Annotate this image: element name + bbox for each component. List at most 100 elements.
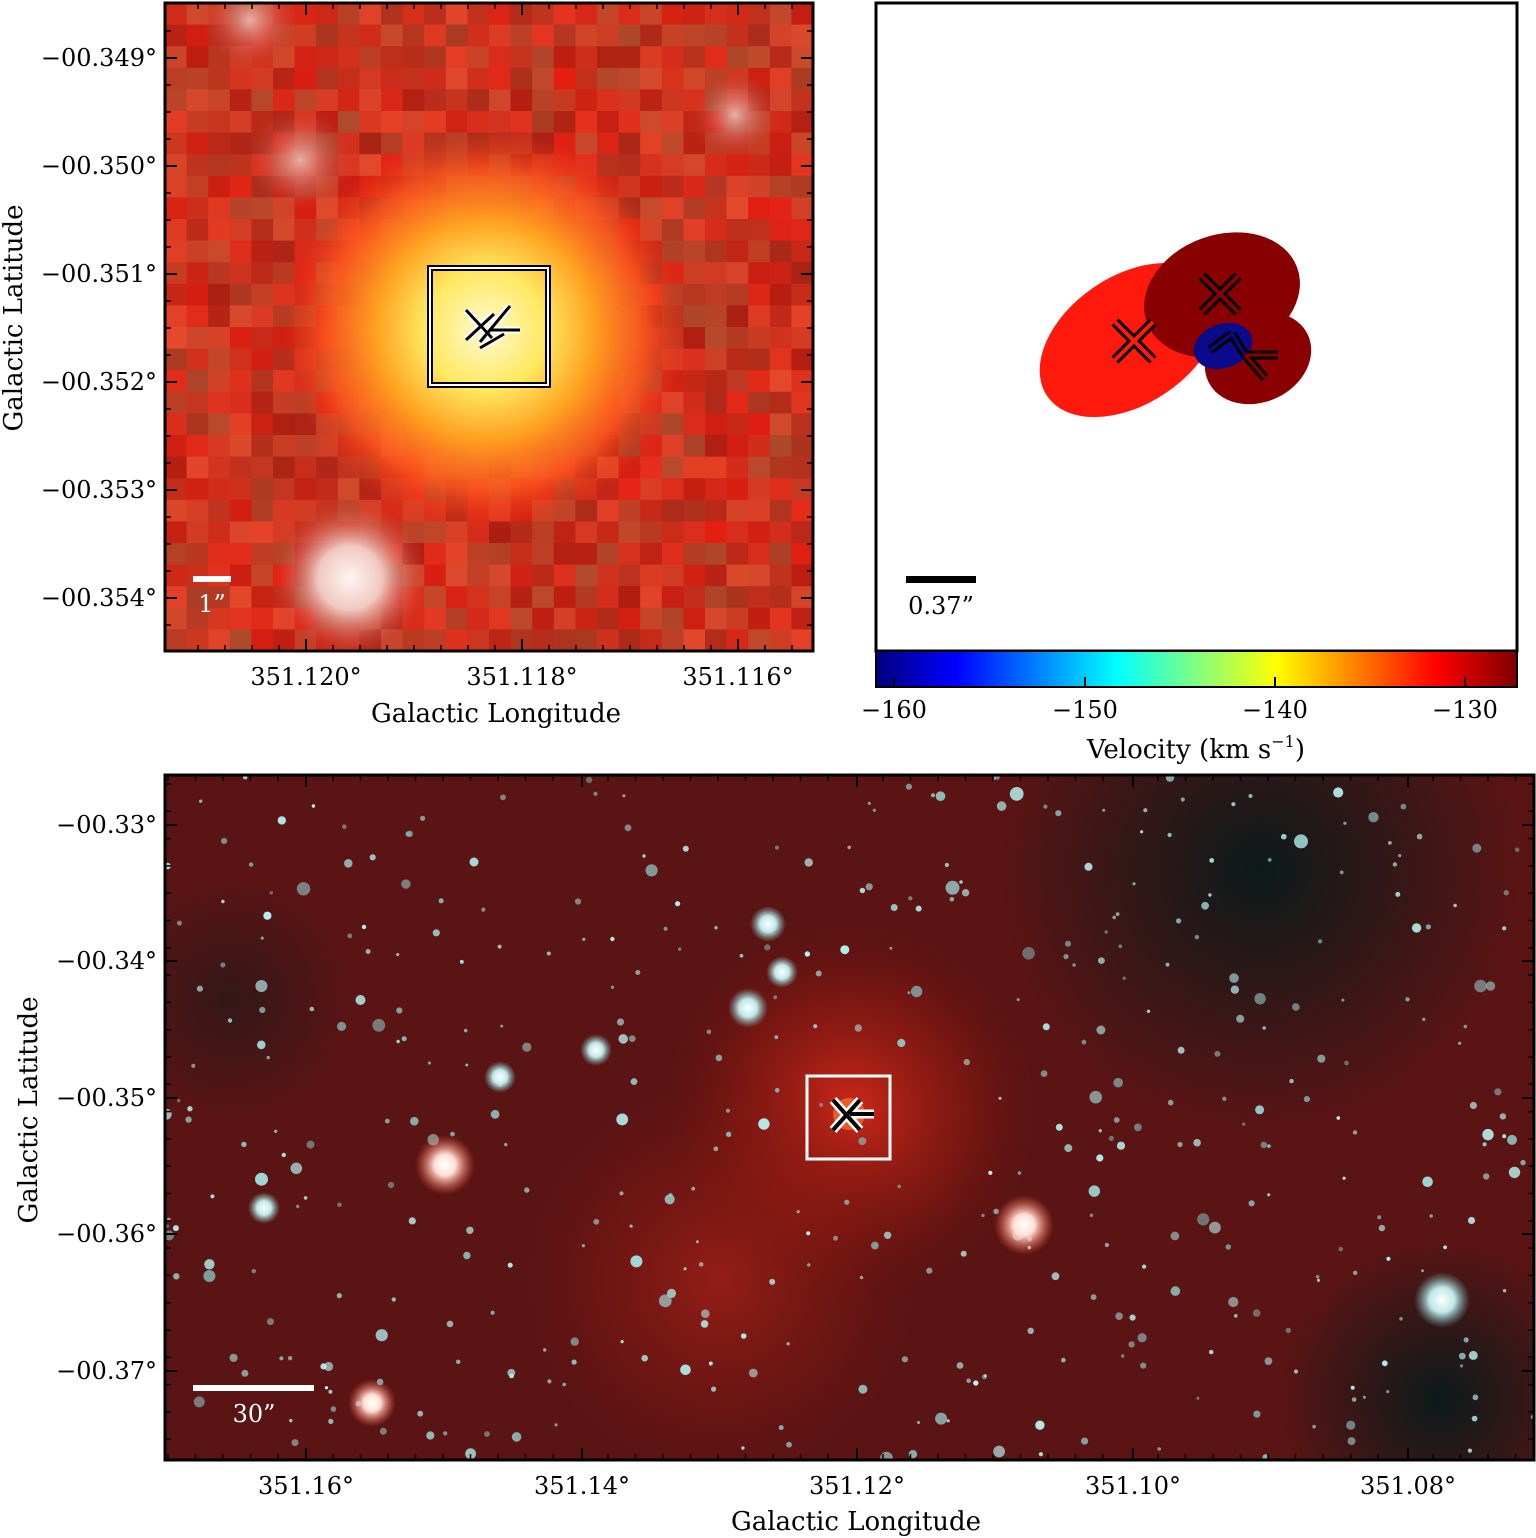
star: [1422, 1176, 1433, 1188]
star: [1303, 1096, 1310, 1103]
star: [1347, 1437, 1356, 1446]
star: [658, 1294, 672, 1308]
star: [241, 1369, 249, 1377]
x-tick-label: 351.14°: [534, 1472, 630, 1500]
pixel: [683, 478, 706, 501]
pixel: [359, 67, 382, 90]
star: [420, 815, 426, 821]
pixel: [316, 24, 339, 47]
star: [593, 1218, 600, 1225]
star: [251, 1268, 256, 1274]
pixel: [273, 370, 296, 393]
star: [616, 1113, 629, 1126]
pixel: [402, 67, 425, 90]
pixel: [229, 456, 252, 479]
pixel: [165, 24, 188, 47]
star: [269, 891, 273, 895]
star: [450, 1131, 455, 1137]
pixel: [683, 413, 706, 436]
pixel: [791, 283, 813, 306]
star: [365, 949, 371, 954]
pixel: [337, 46, 360, 69]
star: [713, 1146, 719, 1152]
y-tick-label: −00.351°: [41, 260, 157, 288]
pixel: [791, 456, 813, 479]
star: [220, 962, 226, 968]
star: [463, 1028, 468, 1033]
bottom-image: 30”: [165, 775, 1534, 1460]
pixel: [575, 46, 598, 69]
pixel: [208, 629, 231, 651]
pixel: [165, 305, 188, 328]
pixel: [229, 175, 252, 198]
pixel: [575, 564, 598, 587]
pixel: [359, 89, 382, 112]
pixel: [208, 370, 231, 393]
pixel: [316, 3, 339, 26]
pixel: [769, 391, 792, 414]
pixel: [489, 586, 512, 609]
star: [274, 1129, 278, 1134]
pixel: [229, 521, 252, 544]
star: [1336, 1116, 1341, 1120]
star: [774, 1087, 780, 1093]
pixel: [553, 521, 576, 544]
star: [1170, 1286, 1181, 1296]
star: [847, 845, 851, 850]
pixel: [705, 283, 728, 306]
star: [813, 1024, 818, 1029]
star: [916, 1420, 921, 1425]
star: [1084, 862, 1093, 871]
pixel: [445, 46, 468, 69]
star: [1255, 1105, 1265, 1115]
star: [1293, 1369, 1299, 1374]
star: [1469, 1101, 1477, 1110]
pixel: [186, 607, 209, 630]
pixel: [359, 46, 382, 69]
pixel: [769, 197, 792, 220]
scalebar-label: 1”: [198, 590, 226, 618]
scalebar: [193, 576, 231, 582]
pixel: [186, 262, 209, 285]
pixel: [640, 456, 663, 479]
pixel: [273, 456, 296, 479]
pixel: [489, 607, 512, 630]
pixel: [597, 67, 620, 90]
star: [715, 1054, 723, 1062]
pixel: [251, 521, 274, 544]
star: [806, 1231, 811, 1236]
pixel: [251, 413, 274, 436]
pixel: [661, 478, 684, 501]
star: [1016, 998, 1020, 1002]
pixel: [597, 564, 620, 587]
pixel: [251, 435, 274, 458]
pixel: [251, 240, 274, 263]
pixel: [424, 629, 447, 651]
bottom-image-panel: 30” 351.16° 351.14° 351.12° 351.10° 351.08° −…: [14, 773, 1536, 1537]
pixel: [251, 219, 274, 242]
star: [1146, 1009, 1151, 1013]
star: [706, 1029, 712, 1035]
pixel: [791, 240, 813, 263]
pixel: [553, 111, 576, 134]
pixel: [467, 24, 490, 47]
star: [203, 1270, 216, 1282]
star: [574, 898, 582, 905]
star: [504, 1142, 508, 1147]
pixel: [251, 478, 274, 501]
star: [778, 1425, 784, 1431]
pixel: [186, 413, 209, 436]
star: [260, 936, 264, 940]
pixel: [273, 413, 296, 436]
pixel: [381, 67, 404, 90]
star: [582, 937, 586, 941]
star: [1132, 882, 1136, 886]
pixel: [575, 629, 598, 651]
star: [1467, 1448, 1472, 1453]
pixel: [316, 456, 339, 479]
star: [387, 1181, 395, 1189]
axes: 351.16° 351.14° 351.12° 351.10° 351.08° −00.3…: [56, 775, 1534, 1500]
pixel: [165, 67, 188, 90]
star: [1225, 1244, 1232, 1250]
pixel: [251, 456, 274, 479]
